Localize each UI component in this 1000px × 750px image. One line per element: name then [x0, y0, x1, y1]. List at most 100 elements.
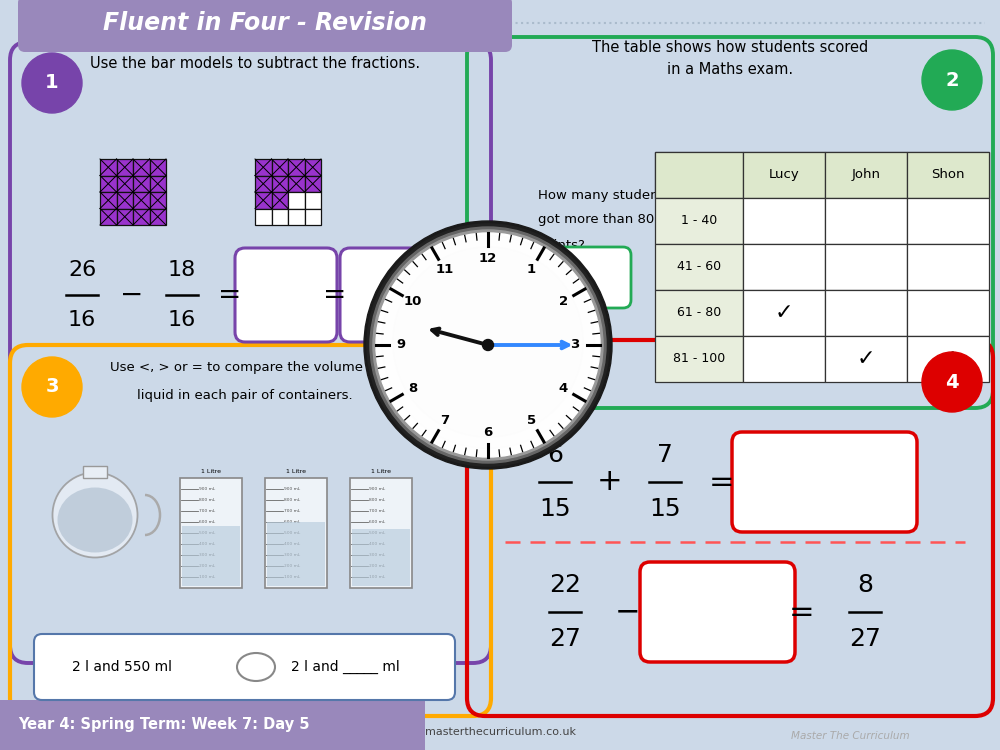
Text: Master The Curriculum: Master The Curriculum	[791, 731, 909, 741]
Text: =: =	[789, 598, 815, 626]
Text: 15: 15	[539, 497, 571, 521]
Text: Year 4: Spring Term: Week 7: Day 5: Year 4: Spring Term: Week 7: Day 5	[18, 718, 310, 733]
Text: 3: 3	[570, 338, 580, 352]
Bar	[150, 209, 166, 225]
Circle shape	[364, 221, 612, 469]
Text: 400 mL: 400 mL	[369, 542, 385, 546]
Text: 900 mL: 900 mL	[369, 487, 385, 491]
Text: ✓: ✓	[939, 349, 957, 369]
Text: 700 mL: 700 mL	[284, 509, 300, 513]
Text: 800 mL: 800 mL	[284, 498, 300, 502]
Text: How many students: How many students	[538, 188, 671, 202]
Text: in a Maths exam.: in a Maths exam.	[667, 62, 793, 77]
Text: 16: 16	[68, 310, 96, 330]
Circle shape	[22, 53, 82, 113]
Circle shape	[370, 227, 606, 463]
Bar	[265, 478, 327, 588]
Text: John: John	[852, 169, 881, 182]
Circle shape	[367, 224, 609, 466]
Text: 400 mL: 400 mL	[199, 542, 215, 546]
Text: Use the bar models to subtract the fractions.: Use the bar models to subtract the fract…	[90, 56, 420, 70]
Text: points?: points?	[538, 238, 586, 251]
Text: 200 mL: 200 mL	[369, 564, 385, 568]
Text: 2: 2	[945, 70, 959, 89]
Bar	[133, 176, 150, 192]
Text: 11: 11	[435, 263, 454, 276]
Circle shape	[22, 357, 82, 417]
Text: 16: 16	[168, 310, 196, 330]
Bar	[267, 522, 325, 586]
Bar	[255, 159, 272, 176]
Text: −: −	[615, 598, 641, 626]
Text: 10: 10	[403, 295, 422, 308]
Text: 500 mL: 500 mL	[199, 531, 215, 535]
Text: Shon: Shon	[931, 169, 965, 182]
Bar	[655, 336, 743, 382]
Text: 700 mL: 700 mL	[369, 509, 385, 513]
Text: −: −	[120, 281, 144, 309]
Bar	[133, 159, 150, 176]
Bar	[655, 198, 743, 244]
Bar	[304, 209, 321, 225]
Ellipse shape	[58, 488, 132, 553]
Text: 2 l and 550 ml: 2 l and 550 ml	[72, 660, 172, 674]
Text: =: =	[709, 467, 735, 496]
Bar	[352, 529, 410, 586]
Text: 900 mL: 900 mL	[284, 487, 300, 491]
Bar	[150, 176, 166, 192]
FancyBboxPatch shape	[18, 0, 512, 52]
Text: 26: 26	[68, 260, 96, 280]
Bar	[133, 192, 150, 208]
Bar	[288, 159, 304, 176]
Bar	[825, 198, 907, 244]
Text: 81 - 100: 81 - 100	[673, 352, 725, 365]
Text: 12: 12	[479, 251, 497, 265]
Text: 600 mL: 600 mL	[369, 520, 385, 524]
Text: 900 mL: 900 mL	[199, 487, 215, 491]
Bar	[116, 209, 133, 225]
Bar	[255, 209, 272, 225]
Text: 18: 18	[168, 260, 196, 280]
Bar	[825, 152, 907, 198]
Circle shape	[922, 50, 982, 110]
Bar	[743, 290, 825, 336]
Text: 800 mL: 800 mL	[199, 498, 215, 502]
Ellipse shape	[237, 653, 275, 681]
Bar	[743, 244, 825, 290]
Circle shape	[373, 230, 603, 460]
Text: masterthecurriculum.co.uk: masterthecurriculum.co.uk	[424, 727, 576, 737]
Text: 7: 7	[440, 414, 449, 427]
Text: =: =	[323, 281, 347, 309]
Text: Fluent in Four - Revision: Fluent in Four - Revision	[103, 11, 427, 35]
Bar	[116, 159, 133, 176]
Text: 700 mL: 700 mL	[199, 509, 215, 513]
Bar	[255, 192, 272, 208]
Bar	[255, 176, 272, 192]
Bar	[272, 176, 288, 192]
Bar	[350, 478, 412, 588]
Text: 27: 27	[549, 627, 581, 651]
Bar	[272, 209, 288, 225]
Text: 6: 6	[547, 443, 563, 467]
Text: 600 mL: 600 mL	[284, 520, 300, 524]
Text: 4: 4	[559, 382, 568, 395]
Bar	[907, 152, 989, 198]
Circle shape	[922, 352, 982, 412]
Text: 1 Litre: 1 Litre	[201, 469, 221, 474]
FancyBboxPatch shape	[640, 562, 795, 662]
Text: 300 mL: 300 mL	[284, 553, 300, 557]
Text: 8: 8	[857, 573, 873, 597]
Bar	[304, 159, 321, 176]
Text: 2: 2	[559, 295, 568, 308]
Circle shape	[482, 340, 494, 350]
Bar	[825, 244, 907, 290]
Text: 300 mL: 300 mL	[199, 553, 215, 557]
Bar	[655, 290, 743, 336]
Text: got more than 80: got more than 80	[538, 214, 654, 226]
Text: 6: 6	[483, 425, 493, 439]
Bar	[304, 176, 321, 192]
Text: ✓: ✓	[775, 303, 793, 323]
Bar	[655, 152, 743, 198]
FancyBboxPatch shape	[34, 634, 455, 700]
Bar	[180, 478, 242, 588]
